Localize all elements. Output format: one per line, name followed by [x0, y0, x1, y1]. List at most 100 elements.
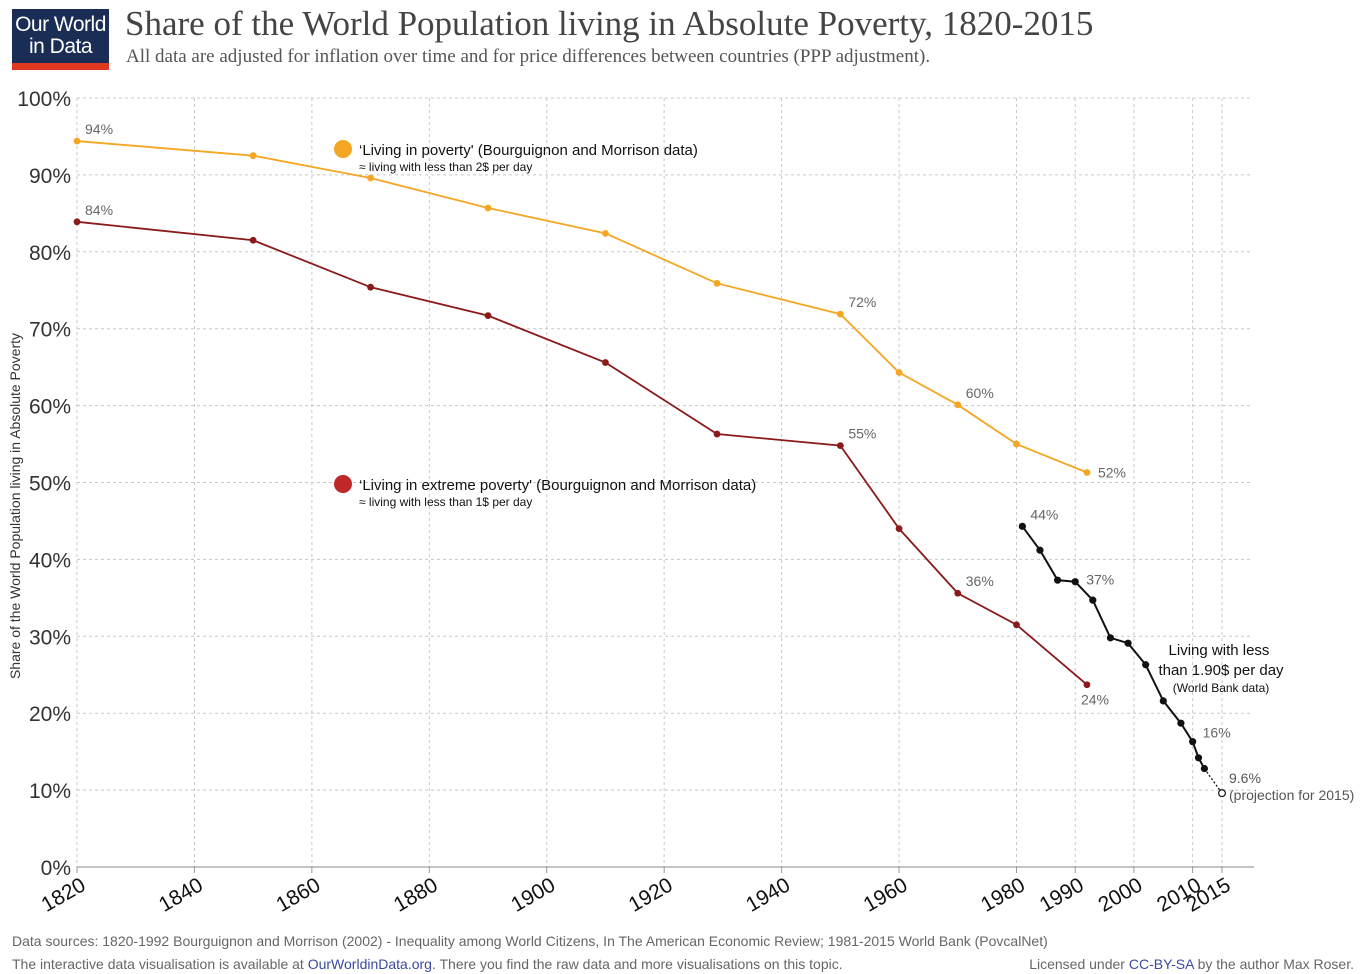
y-tick-label: 20%	[29, 703, 71, 726]
y-tick-label: 10%	[29, 780, 71, 803]
data-point	[249, 152, 257, 160]
data-point	[713, 279, 721, 287]
projection-point	[1217, 789, 1226, 798]
data-label: 84%	[85, 202, 113, 218]
chart-title: Share of the World Population living in …	[125, 4, 1094, 43]
owid-logo[interactable]: Our World in Data	[12, 9, 109, 70]
x-tick-label: 1900	[507, 873, 559, 916]
data-label: 24%	[1081, 692, 1109, 708]
legend-label: ‘Living in extreme poverty' (Bourguignon…	[359, 477, 756, 494]
y-tick-label: 40%	[29, 549, 71, 572]
grid-lines	[76, 97, 1252, 867]
chart-subtitle: All data are adjusted for inflation over…	[126, 46, 931, 67]
wb-label-line2: than 1.90$ per day	[1158, 662, 1284, 679]
license-pre: Licensed under	[1029, 956, 1129, 972]
data-point	[954, 401, 962, 409]
series-line-1	[76, 220, 1088, 686]
y-tick-label: 80%	[29, 242, 71, 265]
data-label: 55%	[848, 426, 876, 442]
data-point	[1083, 681, 1091, 689]
data-point	[73, 218, 81, 226]
data-point	[367, 174, 374, 182]
y-tick-label: 100%	[17, 88, 71, 111]
data-point	[249, 236, 257, 244]
data-point	[1036, 546, 1044, 554]
logo-accent-bar	[12, 63, 109, 70]
data-point	[895, 525, 903, 533]
data-label: 16%	[1203, 725, 1231, 741]
data-label: 60%	[966, 385, 994, 401]
footer-text-post: . There you find the raw data and more v…	[431, 956, 843, 972]
data-point	[1194, 754, 1203, 762]
data-point	[895, 369, 903, 376]
footer-text-pre: The interactive data visualisation is av…	[12, 956, 308, 972]
x-tick-label: 1920	[625, 873, 677, 916]
data-point	[1013, 621, 1020, 629]
y-tick-label: 70%	[29, 319, 71, 342]
data-point	[1018, 522, 1026, 530]
y-tick-label: 30%	[29, 626, 71, 649]
x-tick-label: 1980	[977, 873, 1029, 916]
data-label: 44%	[1030, 506, 1058, 522]
y-tick-label: 0%	[41, 857, 71, 880]
x-tick-label: 1940	[742, 873, 794, 916]
data-point	[484, 204, 492, 212]
data-point	[1124, 639, 1132, 647]
series-line-0	[76, 140, 1088, 474]
data-label: 52%	[1098, 465, 1126, 481]
legend-marker	[334, 475, 352, 493]
x-tick-label: 1860	[272, 873, 324, 916]
y-axis-label: Share of the World Population living in …	[7, 333, 23, 679]
data-point	[1189, 738, 1197, 746]
poverty-chart: 0%10%20%30%40%50%60%70%80%90%100%1820 184…	[7, 88, 1354, 917]
legend-label: ‘Living in poverty' (Bourguignon and Mor…	[359, 142, 698, 159]
wb-label-line1: Living with less	[1169, 642, 1270, 659]
license-link[interactable]: CC-BY-SA	[1128, 956, 1194, 972]
footer-sources: Data sources: 1820-1992 Bourguignon and …	[12, 933, 1048, 949]
y-tick-label: 60%	[29, 396, 71, 419]
x-tick-label: 1880	[390, 873, 442, 916]
projection-line	[1203, 768, 1223, 794]
x-tick-label: 1960	[860, 873, 912, 916]
y-tick-label: 90%	[29, 165, 71, 188]
data-labels: 9.6%(projection for 2015) 94% 72% 60% 52% 84%…	[85, 121, 1354, 803]
data-point	[1142, 661, 1150, 669]
projection-note: (projection for 2015)	[1229, 787, 1354, 803]
series-lines	[73, 137, 1226, 798]
license-post: by the author Max Roser.	[1193, 956, 1354, 972]
projection-label: 9.6%	[1229, 770, 1261, 786]
legend-note: ≈ living with less than 2$ per day	[359, 160, 532, 174]
data-label: 36%	[966, 573, 994, 589]
owid-link[interactable]: OurWorldinData.org	[307, 956, 432, 972]
data-point	[1083, 469, 1091, 476]
data-point	[484, 312, 492, 320]
footer-license: Licensed under CC-BY-SA by the author Ma…	[1029, 956, 1354, 972]
data-point	[954, 589, 962, 597]
data-point	[1159, 697, 1167, 705]
data-point	[836, 310, 844, 318]
x-tick-label: 2000	[1094, 873, 1146, 916]
logo-line1: Our World	[15, 13, 106, 36]
data-point	[73, 137, 81, 145]
data-point	[1053, 576, 1062, 584]
footer-availability: The interactive data visualisation is av…	[12, 956, 843, 972]
legend: ‘Living in poverty' (Bourguignon and Mor…	[334, 140, 1284, 695]
data-point	[713, 430, 721, 438]
data-point	[1106, 634, 1115, 642]
x-tick-label: 1990	[1036, 873, 1088, 916]
data-point	[367, 283, 374, 291]
y-tick-label: 50%	[29, 473, 71, 496]
data-point	[602, 359, 609, 366]
data-label: 72%	[848, 294, 876, 310]
x-tick-label: 1840	[155, 873, 207, 916]
data-point	[1071, 578, 1079, 586]
wb-label-line3: (World Bank data)	[1173, 681, 1270, 695]
legend-marker	[334, 140, 352, 158]
data-point	[1089, 596, 1097, 604]
data-label: 94%	[85, 121, 113, 137]
logo-line2: in Data	[28, 35, 93, 58]
data-point	[836, 442, 844, 449]
data-point	[602, 229, 609, 237]
legend-note: ≈ living with less than 1$ per day	[359, 495, 532, 509]
data-point	[1013, 440, 1020, 448]
